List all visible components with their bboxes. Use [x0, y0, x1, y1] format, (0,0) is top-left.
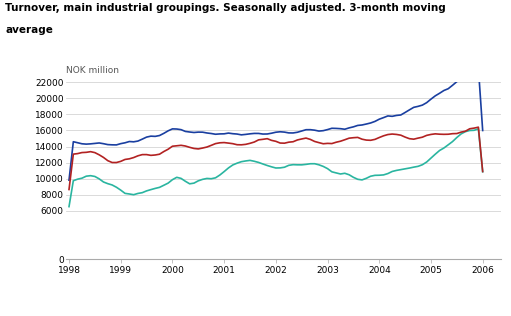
Line: Capital goods: Capital goods [69, 129, 483, 207]
Intermediate goods [475, 66, 481, 70]
Intermediate goods [66, 178, 72, 182]
Intermediate goods [174, 127, 180, 131]
Intermediate goods [480, 129, 486, 132]
Capital goods [480, 170, 486, 174]
Consumer goods [273, 139, 279, 143]
Consumer goods [79, 151, 85, 155]
Capital goods [174, 175, 180, 179]
Consumer goods [66, 188, 72, 191]
Legend: Intermediate goods, Capital goods, Consumer goods: Intermediate goods, Capital goods, Consu… [88, 313, 436, 316]
Intermediate goods [273, 130, 279, 134]
Text: NOK million: NOK million [66, 66, 120, 75]
Consumer goods [385, 133, 391, 137]
Consumer goods [480, 170, 486, 173]
Capital goods [303, 162, 309, 166]
Text: average: average [5, 25, 53, 35]
Capital goods [385, 172, 391, 175]
Consumer goods [475, 125, 481, 129]
Consumer goods [174, 144, 180, 148]
Capital goods [66, 205, 72, 209]
Line: Consumer goods: Consumer goods [69, 127, 483, 190]
Text: Turnover, main industrial groupings. Seasonally adjusted. 3-month moving: Turnover, main industrial groupings. Sea… [5, 3, 446, 13]
Capital goods [273, 166, 279, 170]
Capital goods [79, 176, 85, 180]
Intermediate goods [96, 141, 102, 145]
Consumer goods [303, 136, 309, 140]
Consumer goods [96, 153, 102, 157]
Line: Intermediate goods: Intermediate goods [69, 68, 483, 180]
Capital goods [475, 127, 481, 131]
Intermediate goods [79, 142, 85, 146]
Intermediate goods [303, 128, 309, 131]
Capital goods [96, 177, 102, 181]
Intermediate goods [385, 114, 391, 118]
